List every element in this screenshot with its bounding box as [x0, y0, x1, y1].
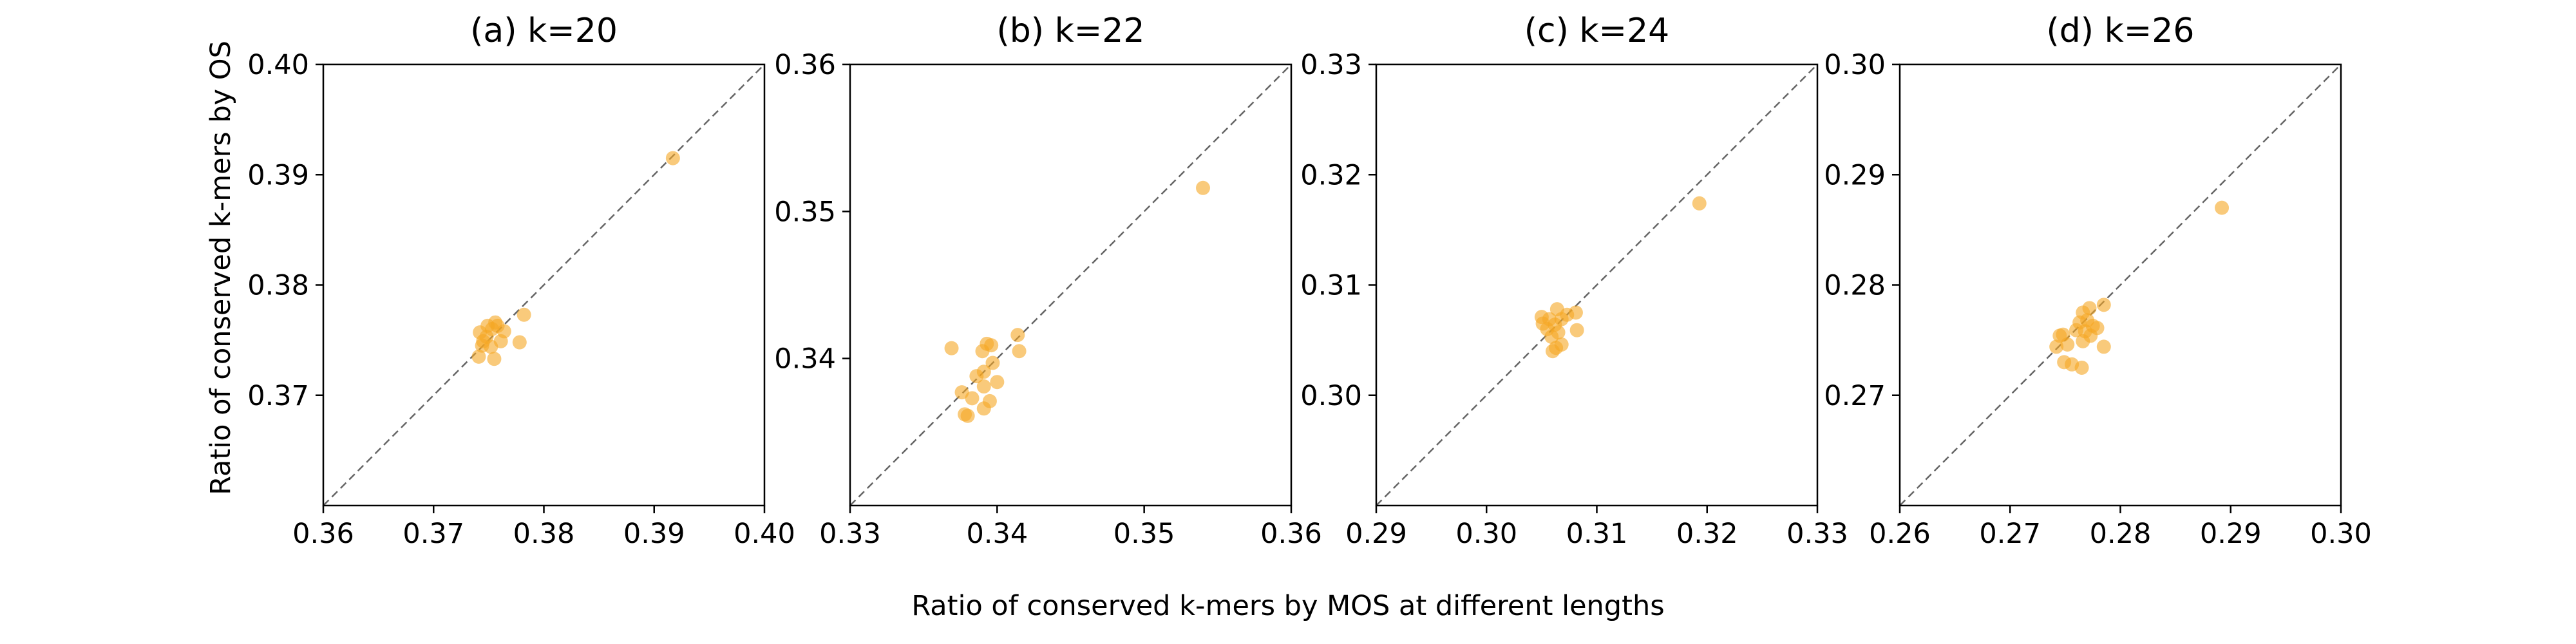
data-point	[954, 385, 969, 400]
panel-title: (c) k=24	[1524, 12, 1670, 50]
panel-title: (a) k=20	[470, 12, 618, 50]
y-tick-label: 0.36	[774, 49, 836, 81]
x-tick-label: 0.34	[966, 518, 1028, 550]
data-point	[1196, 180, 1210, 195]
x-tick-label: 0.29	[1345, 518, 1407, 550]
y-tick-label: 0.29	[1824, 159, 1886, 191]
data-point	[975, 344, 990, 359]
panels-group: (a) k=20 0.36 0.37 0.38 0.39 0.40 0.37 0.38 0.39…	[247, 12, 2372, 550]
data-point	[475, 338, 489, 353]
data-point	[976, 401, 991, 416]
data-point	[1546, 344, 1560, 359]
data-point	[976, 379, 991, 394]
data-point	[516, 307, 531, 322]
y-tick-label: 0.28	[1824, 270, 1886, 302]
panel-title: (d) k=26	[2047, 12, 2195, 50]
data-point	[665, 151, 680, 166]
panel-3: (c) k=24 0.29 0.30 0.31 0.32 0.33 0.30 0.31 0.32…	[1300, 12, 1848, 550]
x-tick-label: 0.36	[292, 518, 354, 550]
x-tick-label: 0.30	[1455, 518, 1517, 550]
data-point	[2052, 328, 2067, 343]
data-point	[1544, 329, 1559, 344]
y-tick-label: 0.31	[1300, 270, 1362, 302]
data-point	[960, 408, 975, 423]
diagonal-reference-line	[849, 64, 1292, 506]
data-point	[512, 335, 527, 350]
data-point	[2215, 200, 2230, 215]
panel-1: (a) k=20 0.36 0.37 0.38 0.39 0.40 0.37 0.38 0.39…	[247, 12, 795, 550]
y-tick-label: 0.40	[247, 49, 309, 81]
data-point	[1012, 344, 1027, 359]
x-tick-label: 0.27	[1979, 518, 2041, 550]
y-tick-label: 0.39	[247, 159, 309, 191]
y-tick-label: 0.37	[247, 380, 309, 412]
y-tick-label: 0.30	[1300, 380, 1362, 412]
panel-2: (b) k=22 0.33 0.34 0.35 0.36 0.34 0.35 0.36	[774, 12, 1322, 550]
x-tick-label: 0.38	[513, 518, 575, 550]
x-tick-label: 0.35	[1113, 518, 1175, 550]
plot-frame	[849, 63, 1293, 507]
y-tick-label: 0.27	[1824, 380, 1886, 412]
data-point	[990, 375, 1005, 390]
y-tick-label: 0.35	[774, 196, 836, 228]
x-tick-label: 0.33	[819, 518, 881, 550]
data-point	[471, 349, 486, 364]
diagonal-reference-line	[323, 64, 765, 506]
panel-title: (b) k=22	[997, 12, 1145, 50]
x-tick-label: 0.39	[623, 518, 685, 550]
x-tick-label: 0.29	[2200, 518, 2262, 550]
x-tick-label: 0.33	[1786, 518, 1848, 550]
diagonal-reference-line	[1899, 64, 2342, 506]
x-tick-label: 0.30	[2310, 518, 2372, 550]
data-point	[473, 325, 488, 340]
data-point	[2049, 339, 2064, 354]
data-point	[2069, 323, 2083, 337]
data-point	[2096, 298, 2111, 312]
data-point	[969, 369, 984, 384]
data-point	[2076, 334, 2090, 348]
x-axis-title: Ratio of conserved k-mers by MOS at diff…	[911, 590, 1664, 622]
x-tick-label: 0.36	[1260, 518, 1322, 550]
x-tick-label: 0.32	[1676, 518, 1738, 550]
data-point	[965, 391, 980, 406]
y-tick-label: 0.38	[247, 270, 309, 302]
panel-4: (d) k=26 0.26 0.27 0.28 0.29 0.30 0.27 0.28 0.29…	[1824, 12, 2372, 550]
y-tick-label: 0.30	[1824, 49, 1886, 81]
y-tick-label: 0.32	[1300, 159, 1362, 191]
y-axis-title: Ratio of conserved k-mers by OS	[205, 41, 237, 495]
data-point	[2074, 360, 2089, 375]
data-point	[985, 355, 1000, 370]
x-tick-label: 0.28	[2090, 518, 2152, 550]
y-tick-label: 0.34	[774, 343, 836, 375]
x-tick-label: 0.40	[734, 518, 795, 550]
data-point	[944, 341, 959, 355]
y-tick-label: 0.33	[1300, 49, 1362, 81]
data-point	[1010, 328, 1025, 343]
data-point	[1569, 323, 1584, 337]
data-point	[2096, 339, 2111, 354]
diagonal-reference-line	[1376, 64, 1818, 506]
data-point	[1535, 316, 1550, 331]
x-tick-label: 0.31	[1566, 518, 1628, 550]
x-tick-label: 0.26	[1869, 518, 1931, 550]
data-point	[487, 352, 502, 366]
x-tick-label: 0.37	[402, 518, 464, 550]
data-point	[1692, 196, 1707, 211]
